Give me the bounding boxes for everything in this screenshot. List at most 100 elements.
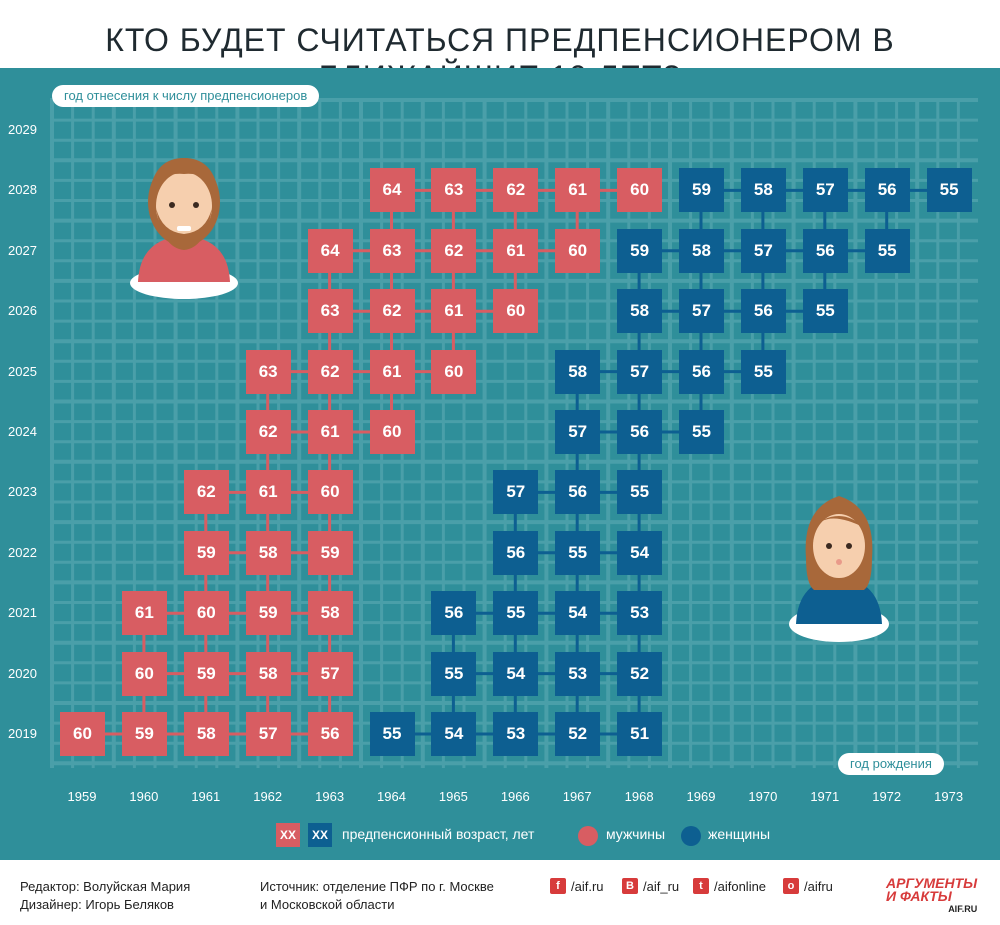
cell-men: 58: [183, 712, 229, 756]
cell-men: 60: [617, 168, 663, 213]
cell-men: 59: [183, 530, 229, 575]
cell-men: 62: [493, 168, 539, 213]
cell-women: 55: [369, 712, 415, 756]
cell-men: 61: [493, 228, 539, 273]
x-tick-label: 1972: [872, 789, 902, 804]
cell-men: 60: [555, 228, 601, 273]
editor-credit: Редактор: Волуйская Мария: [20, 879, 191, 894]
y-tick-label: 2023: [8, 484, 37, 500]
cell-men: 61: [245, 470, 291, 515]
cell-women: 51: [617, 712, 663, 756]
cell-men: 57: [307, 651, 353, 696]
cell-women: 55: [740, 349, 786, 394]
x-tick-label: 1973: [934, 789, 964, 804]
cell-men: 63: [245, 349, 291, 394]
social-twitter-label: /aifonline: [714, 878, 767, 894]
cell-men: 62: [245, 410, 291, 454]
cell-women: 54: [493, 651, 539, 696]
cell-women: 58: [679, 228, 724, 273]
x-axis-label: год рождения: [838, 753, 944, 775]
aif-logo[interactable]: АРГУМЕНТЫ И ФАКТЫ AIF.RU: [886, 876, 978, 916]
cell-women: 58: [555, 349, 601, 394]
y-tick-label: 2029: [8, 122, 37, 137]
legend-women-label: женщины: [708, 826, 771, 842]
cell-women: 56: [431, 591, 477, 636]
social-odnoklassniki[interactable]: о /aifru: [783, 878, 833, 894]
source-line-1: Источник: отделение ПФР по г. Москве: [260, 879, 494, 894]
cell-women: 56: [617, 410, 663, 454]
cell-women: 54: [431, 712, 477, 756]
cell-men: 58: [245, 530, 291, 575]
social-twitter[interactable]: t /aifonline: [693, 878, 766, 894]
social-facebook[interactable]: f /aif.ru: [550, 878, 604, 894]
cell-men: 59: [307, 530, 353, 575]
cell-men: 63: [307, 289, 353, 334]
cell-men: 59: [121, 712, 167, 756]
x-tick-label: 1959: [67, 789, 97, 804]
x-tick-label: 1968: [624, 789, 654, 804]
legend-men-dot: [578, 826, 598, 846]
cell-women: 55: [679, 410, 724, 454]
cell-men: 62: [307, 349, 353, 394]
cell-women: 53: [493, 712, 539, 756]
cell-men: 64: [307, 228, 353, 273]
cell-women: 55: [864, 228, 910, 273]
cell-women: 52: [617, 651, 663, 696]
cell-men: 60: [60, 712, 105, 756]
x-tick-label: 1970: [748, 789, 778, 804]
cell-men: 60: [431, 349, 477, 394]
x-tick-label: 1966: [500, 789, 530, 804]
x-tick-label: 1965: [438, 789, 468, 804]
legend-men-box: ХХ: [276, 823, 300, 847]
cell-women: 52: [555, 712, 601, 756]
cell-men: 61: [555, 168, 601, 213]
cell-men: 60: [369, 410, 415, 454]
cell-women: 55: [802, 289, 848, 334]
logo-sub: AIF.RU: [948, 904, 978, 914]
cell-men: 61: [307, 410, 353, 454]
cell-women: 55: [926, 168, 972, 213]
y-tick-label: 2020: [8, 665, 37, 681]
cell-men: 60: [493, 289, 539, 334]
cell-men: 64: [369, 168, 415, 213]
cell-men: 59: [245, 591, 291, 636]
y-axis-label: год отнесения к числу предпенсионеров: [52, 85, 320, 107]
cell-men: 61: [369, 349, 415, 394]
cell-women: 56: [864, 168, 910, 213]
cell-women: 57: [802, 168, 848, 213]
cell-men: 61: [431, 289, 477, 334]
cell-women: 55: [431, 651, 477, 696]
x-tick-label: 1960: [129, 789, 159, 804]
x-tick-label: 1963: [315, 789, 345, 804]
y-tick-label: 2019: [8, 726, 37, 741]
cell-women: 58: [617, 289, 663, 334]
y-tick-label: 2028: [8, 182, 37, 198]
cell-men: 60: [307, 470, 353, 515]
y-tick-label: 2021: [8, 605, 37, 621]
cell-women: 56: [802, 228, 848, 273]
woman-avatar: [789, 496, 889, 642]
cell-women: 54: [555, 591, 601, 636]
cell-women: 58: [740, 168, 786, 213]
cell-men: 63: [431, 168, 477, 213]
cell-women: 57: [617, 349, 663, 394]
cell-women: 59: [617, 228, 663, 273]
social-vk[interactable]: B /aif_ru: [622, 878, 679, 894]
cell-men: 62: [183, 470, 229, 515]
y-tick-label: 2027: [8, 242, 37, 258]
cell-women: 56: [555, 470, 601, 515]
cell-women: 57: [679, 289, 724, 334]
cell-men: 58: [245, 651, 291, 696]
man-avatar: [130, 158, 238, 299]
facebook-icon: f: [550, 878, 566, 894]
social-vk-label: /aif_ru: [643, 878, 680, 894]
cell-women: 55: [617, 470, 663, 515]
designer-credit: Дизайнер: Игорь Беляков: [20, 897, 174, 912]
legend-age-label: предпенсионный возраст, лет: [342, 826, 535, 842]
cell-women: 56: [740, 289, 786, 334]
cell-men: 60: [183, 591, 229, 636]
cell-men: 57: [245, 712, 291, 756]
cell-women: 54: [617, 530, 663, 575]
cell-women: 55: [555, 530, 601, 575]
legend-women-box: ХХ: [308, 823, 332, 847]
